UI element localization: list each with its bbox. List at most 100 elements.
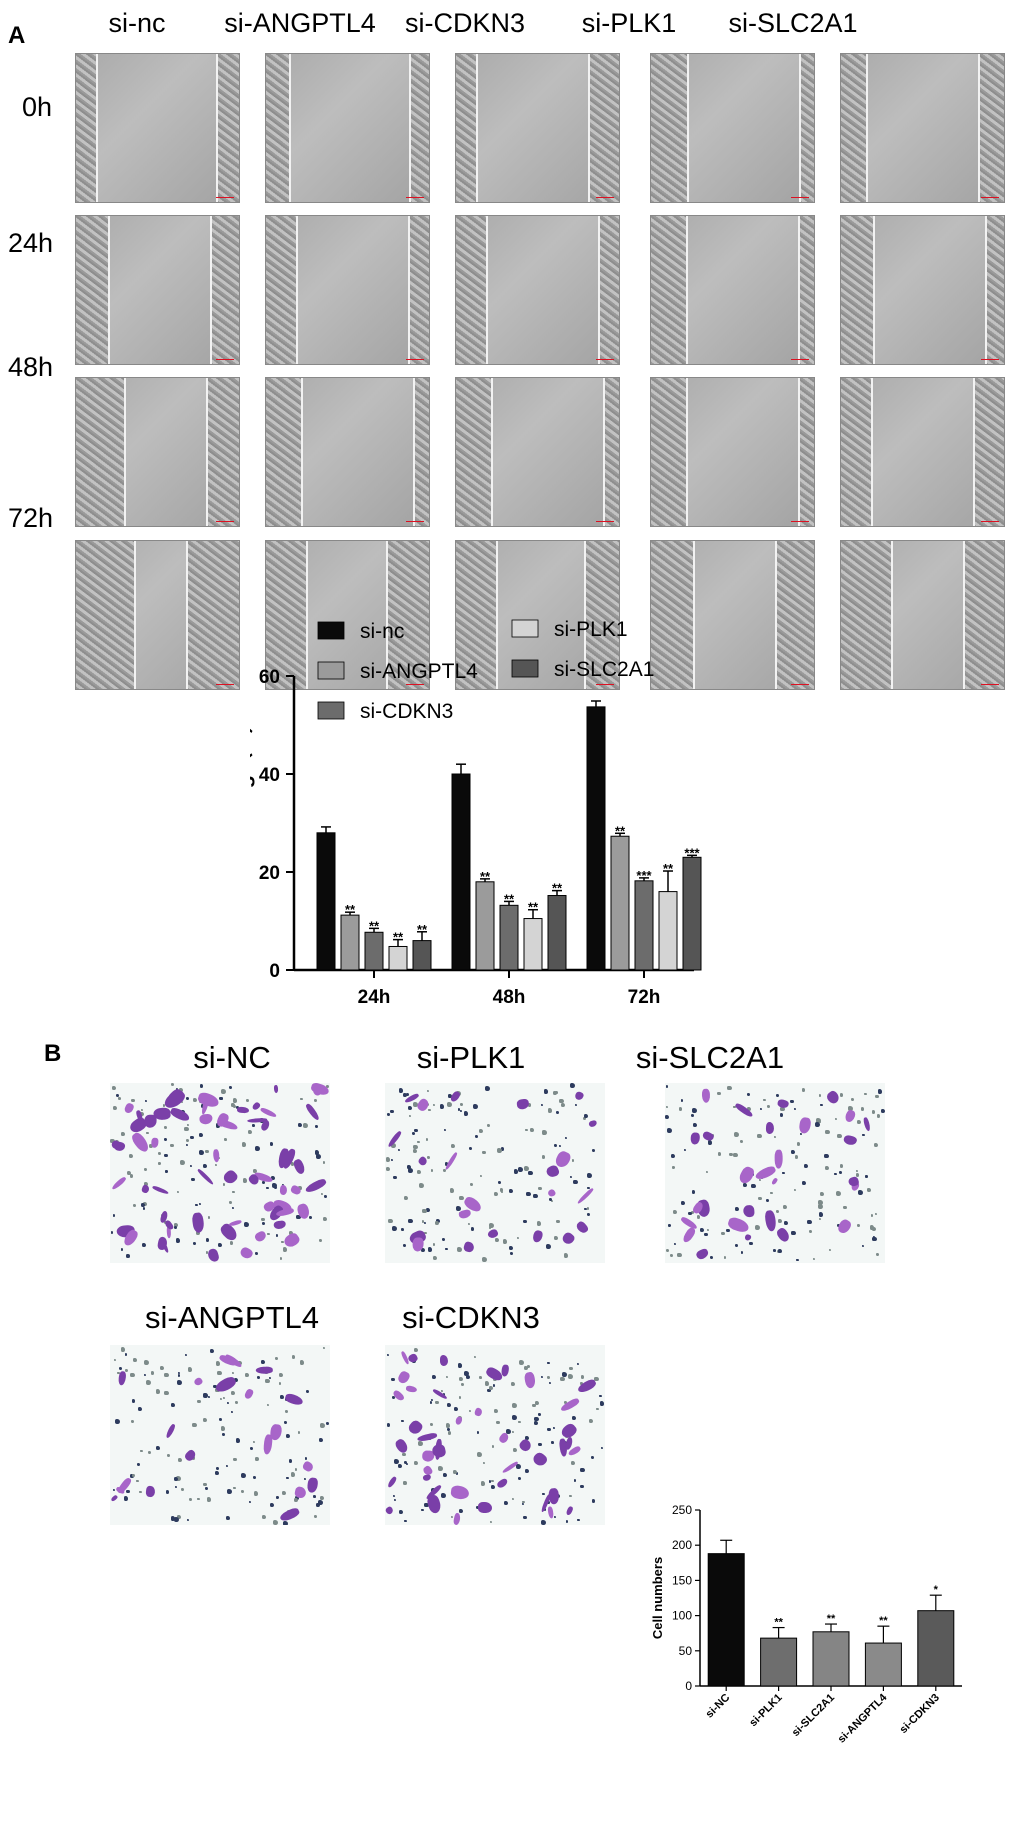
bar [364, 931, 384, 971]
significance-mark: ** [663, 861, 674, 876]
scale-bar [981, 678, 999, 685]
x-tick-label: si-ANGPTL4 [836, 1691, 890, 1745]
bar [610, 835, 630, 971]
y-tick-label: 0 [269, 961, 280, 982]
legend-swatch [317, 701, 345, 720]
bar [340, 914, 360, 971]
x-tick-label: 48h [493, 987, 526, 1008]
significance-mark: ** [552, 881, 563, 896]
significance-mark: ** [504, 891, 515, 906]
bar [658, 891, 678, 971]
bar [475, 881, 495, 971]
scale-bar [791, 191, 809, 198]
row-header-72h: 72h [8, 503, 54, 533]
scale-bar [596, 353, 614, 360]
cell-numbers-chart: 0 50 100 150 200 250 Cell numbers si-NC ** si-PLK… [650, 1503, 962, 1746]
row-header-0h: 0h [22, 92, 53, 122]
micrograph [840, 215, 1005, 365]
y-tick-label: 100 [672, 1609, 692, 1623]
bar [547, 895, 567, 971]
panel-a-label: A [8, 22, 26, 49]
micrograph [75, 53, 240, 203]
transwell-title-si-nc: si-NC [193, 1040, 271, 1075]
transwell-image-si-nc [110, 1083, 330, 1263]
significance-mark: ** [774, 1617, 783, 1629]
y-tick-label: 200 [672, 1538, 692, 1552]
y-tick-label: 40 [259, 765, 280, 786]
micrograph [650, 215, 815, 365]
transwell-title-si-slc2a1: si-SLC2A1 [635, 1040, 785, 1075]
bar [412, 940, 432, 971]
micrograph [75, 540, 240, 690]
micrograph [455, 377, 620, 527]
legend-label: si-nc [360, 620, 404, 643]
bar [451, 773, 471, 971]
transwell-image-si-plk1 [385, 1083, 605, 1263]
column-header-si-slc2a1: si-SLC2A1 [728, 8, 858, 38]
panel-b-label: B [44, 1040, 62, 1067]
scale-bar [791, 515, 809, 522]
bar [760, 1637, 798, 1687]
y-tick-label: 20 [259, 863, 280, 884]
wound-healing-chart: si-nc si-ANGPTL4 si-CDKN3 si-PLK1 si-SLC2A1 0… [250, 618, 702, 1008]
micrograph [265, 53, 430, 203]
significance-mark: ** [369, 918, 380, 933]
column-header-si-plk1: si-PLK1 [581, 8, 677, 38]
micrograph [650, 53, 815, 203]
legend-label: si-PLK1 [554, 618, 628, 641]
column-header-si-cdkn3: si-CDKN3 [404, 8, 525, 38]
scale-bar [406, 191, 424, 198]
bar [586, 706, 606, 971]
micrograph [455, 53, 620, 203]
significance-mark: ** [879, 1615, 888, 1627]
significance-mark: *** [636, 868, 652, 883]
x-tick-label: si-CDKN3 [898, 1692, 942, 1736]
micrograph [75, 377, 240, 527]
x-tick-label: si-SLC2A1 [790, 1692, 837, 1739]
transwell-image-si-angptl4 [110, 1345, 330, 1525]
scale-bar [216, 515, 234, 522]
significance-mark: ** [345, 902, 356, 917]
x-tick-label: si-NC [704, 1692, 733, 1721]
micrograph [75, 215, 240, 365]
column-header-si-nc: si-nc [108, 8, 166, 38]
transwell-image-si-cdkn3 [385, 1345, 605, 1525]
legend-swatch [511, 619, 539, 638]
x-tick-label: 72h [628, 987, 661, 1008]
significance-mark: ** [528, 900, 539, 915]
column-header-si-angptl4: si-ANGPTL4 [224, 8, 376, 38]
significance-mark: ** [827, 1613, 836, 1625]
y-axis-label: Cell numbers [650, 1557, 665, 1639]
scale-bar [216, 678, 234, 685]
micrograph [840, 53, 1005, 203]
micrograph [265, 215, 430, 365]
bar [499, 904, 519, 971]
scale-bar [981, 515, 999, 522]
row-header-24h: 24h [8, 228, 54, 258]
significance-mark: ** [417, 922, 428, 937]
micrograph [840, 377, 1005, 527]
y-tick-label: 0 [685, 1679, 692, 1693]
micrograph [840, 540, 1005, 690]
legend-label: si-CDKN3 [360, 700, 453, 723]
scale-bar [791, 353, 809, 360]
scale-bar [216, 353, 234, 360]
transwell-title-si-cdkn3: si-CDKN3 [402, 1300, 540, 1335]
legend-swatch [511, 659, 539, 678]
scale-bar [406, 353, 424, 360]
scale-bar [981, 191, 999, 198]
bar [812, 1631, 850, 1687]
bar [707, 1553, 745, 1687]
row-header-48h: 48h [8, 352, 54, 382]
significance-mark: ** [393, 930, 404, 945]
y-tick-label: 250 [672, 1503, 692, 1517]
significance-mark: * [934, 1584, 939, 1596]
transwell-image-si-slc2a1 [665, 1083, 885, 1263]
scale-bar [216, 191, 234, 198]
transwell-title-si-plk1: si-PLK1 [416, 1040, 526, 1075]
scale-bar [596, 515, 614, 522]
significance-mark: ** [480, 869, 491, 884]
micrograph [650, 540, 815, 690]
micrograph [265, 540, 430, 690]
y-tick-label: 50 [679, 1644, 693, 1658]
